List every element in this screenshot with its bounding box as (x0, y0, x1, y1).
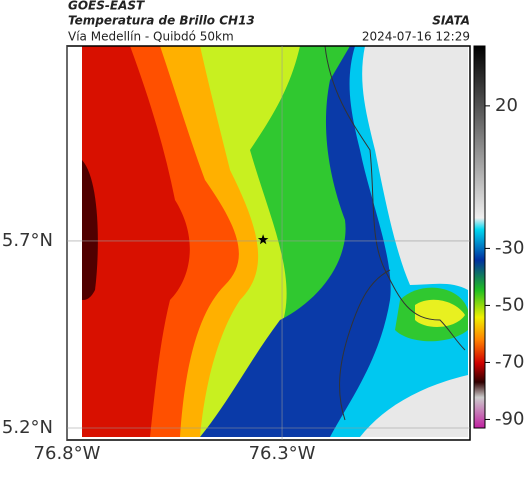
location-marker (257, 234, 269, 245)
temperature-field (82, 46, 468, 437)
y-tick-label: 5.7°N (2, 230, 53, 251)
colorbar-tick-label: 20 (495, 95, 518, 116)
x-tick-label: 76.8°W (34, 443, 101, 464)
colorbar-tick-label: -50 (495, 294, 524, 315)
y-tick-label: 5.2°N (2, 417, 53, 438)
title: GOES-EAST (68, 0, 145, 13)
colorbar (473, 45, 486, 429)
x-tick-label: 76.3°W (249, 443, 316, 464)
region: Vía Medellín - Quibdó 50km (68, 30, 234, 44)
source: SIATA (432, 14, 470, 28)
colorbar-tick-label: -70 (495, 351, 524, 372)
timestamp: 2024-07-16 12:29 (362, 30, 470, 44)
colorbar-tick-label: -30 (495, 237, 524, 258)
subtitle: Temperatura de Brillo CH13 (68, 14, 255, 28)
colorbar-tick-label: -90 (495, 408, 524, 429)
